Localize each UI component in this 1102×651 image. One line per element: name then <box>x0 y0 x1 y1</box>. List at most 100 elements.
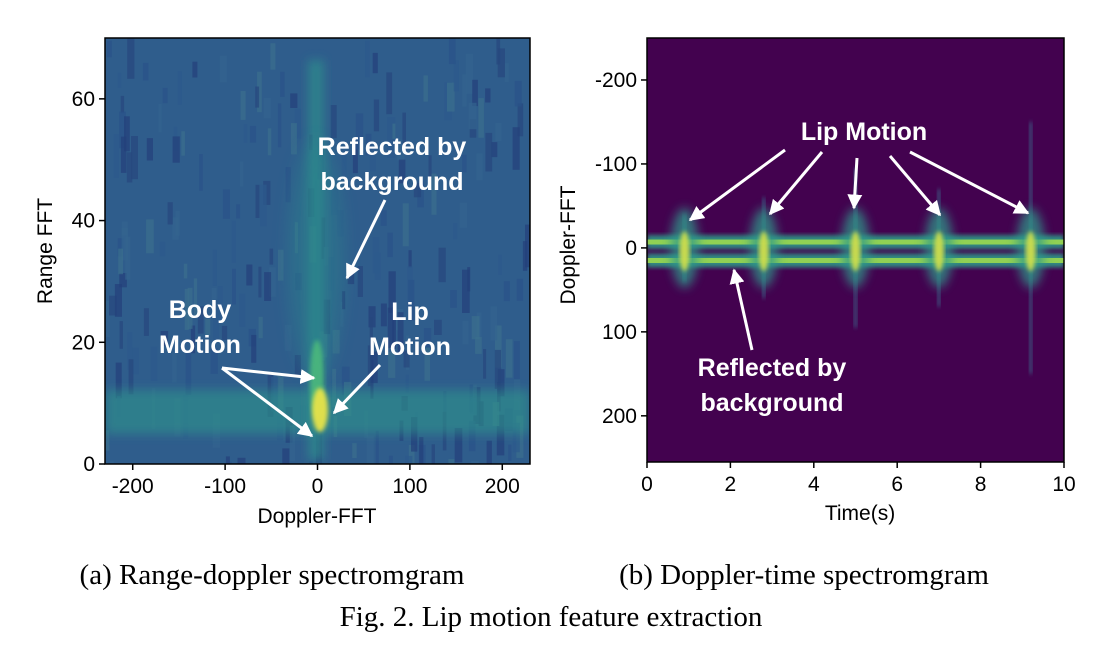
heatmap-a-noise-cell <box>357 266 363 297</box>
heatmap-a-noise-cell <box>126 152 133 183</box>
heatmap-a-noise-cell <box>177 71 182 105</box>
heatmap-a-noise-cell <box>119 321 123 349</box>
panel-a: -200 -100 0 100 200 0 20 40 60 Doppler-FFT Range… <box>34 37 531 528</box>
heatmap-a-noise-cell <box>167 202 173 225</box>
heatmap-a-noise-cell <box>525 224 530 268</box>
heatmap-a-noise-cell <box>419 437 424 464</box>
heatmap-a-noise-cell <box>386 72 393 115</box>
heatmap-a-noise-cell <box>365 133 372 156</box>
heatmap-a-noise-cell <box>158 104 162 133</box>
heatmap-a-noise-cell <box>258 316 263 339</box>
heatmap-a-noise-cell <box>118 248 123 275</box>
heatmap-a-noise-cell <box>290 123 297 155</box>
plot-a-arrow-reflected <box>345 199 387 280</box>
heatmap-a-noise-cell <box>294 355 301 377</box>
heatmap-a-noise-cell <box>512 127 520 170</box>
heatmap-a-peak <box>312 388 328 432</box>
plot-a-xlabel: Doppler-FFT <box>257 505 376 528</box>
heatmap-a-noise-cell <box>517 103 524 137</box>
plot-b-xtick-label: 8 <box>975 473 987 496</box>
heatmap-a-noise-cell <box>365 40 370 78</box>
heatmap-a-noise-cell <box>485 88 491 103</box>
heatmap-a-noise-cell <box>370 351 378 384</box>
plot-a-annotation-reflected-by-background: Reflected by background <box>318 133 467 196</box>
plot-a-annotation-body-motion: Body Motion <box>159 296 241 359</box>
heatmap-a-noise-cell <box>374 252 381 280</box>
heatmap-a-noise-cell <box>408 250 412 268</box>
heatmap-a-noise-cell <box>217 286 223 321</box>
figure-caption: Fig. 2. Lip motion feature extraction <box>340 601 763 633</box>
heatmap-a-noise-cell <box>486 440 492 464</box>
heatmap-a-noise-cell <box>125 236 131 280</box>
heatmap-a-noise-cell <box>372 52 378 74</box>
heatmap-a-noise-cell <box>497 369 505 397</box>
heatmap-a-noise-cell <box>388 351 396 378</box>
plot-b-ticks: 0 2 4 6 8 10 -200 -100 0 100 200 <box>595 69 1076 496</box>
heatmap-a-noise-cell <box>105 430 110 451</box>
heatmap-a-noise-cell <box>483 349 487 379</box>
heatmap-a-noise-cell <box>398 159 406 184</box>
plot-b-xtick-label: 2 <box>725 473 737 496</box>
heatmap-a-noise-cell <box>124 116 130 152</box>
heatmap-a-noise-cell <box>471 460 479 464</box>
heatmap-a-noise-cell <box>476 153 483 181</box>
plot-b-xtick-label: 10 <box>1052 473 1075 496</box>
heatmap-a-noise-cell <box>462 74 467 107</box>
heatmap-a-noise-cell <box>387 117 396 158</box>
heatmap-a-noise-cell <box>278 249 284 281</box>
heatmap-a-noise-cell <box>192 61 198 78</box>
plot-b-annotations: Lip Motion Reflected by background <box>688 118 1030 417</box>
heatmap-a-noise-cell <box>280 71 285 97</box>
heatmap-a-noise-cell <box>146 219 154 254</box>
heatmap-a-noise-cell <box>269 248 274 265</box>
heatmap-a-noise-cell <box>508 444 512 461</box>
heatmap-b <box>647 38 1064 462</box>
plot-b-ylabel: Doppler-FFT <box>557 185 580 304</box>
heatmap-a-noise-cell <box>113 134 119 178</box>
plot-a-arrow-body-2 <box>221 366 314 438</box>
heatmap-a-noise-cell <box>255 184 260 218</box>
heatmap-b-burst-peak <box>933 231 944 272</box>
plot-a-xtick-label: -100 <box>204 475 246 498</box>
heatmap-a-noise-cell <box>450 290 457 308</box>
heatmap-a-noise-cell <box>172 217 179 240</box>
heatmap-a-noise-cell <box>142 62 149 81</box>
heatmap-a-noise-cell <box>160 331 169 347</box>
plot-b-arrow-lip-3 <box>847 157 863 210</box>
heatmap-a-noise-cell <box>117 238 124 257</box>
heatmap-a-noise-cell <box>472 79 478 107</box>
plot-b-frame <box>646 37 1065 463</box>
heatmap-a-noise-cell <box>127 38 135 79</box>
heatmap-a-noise-cell <box>387 232 393 258</box>
heatmap-a-noise-cell <box>267 128 272 156</box>
panel-b: 0 2 4 6 8 10 -200 -100 0 100 200 Time(s) Doppler-F… <box>557 37 1076 525</box>
heatmap-a-noise-cell <box>341 151 347 177</box>
heatmap-a-column-glow <box>288 140 344 380</box>
plot-a-ytick-label: 60 <box>72 88 95 111</box>
heatmap-a-noise-cell <box>388 271 396 313</box>
heatmap-a-noise-cell <box>228 461 232 464</box>
heatmap-a-noise-cell <box>232 268 236 305</box>
heatmap-a-noise-cell <box>260 184 267 227</box>
heatmap-a-noise-cell <box>366 435 374 464</box>
heatmap-a-noise-cell <box>370 359 374 399</box>
heatmap-a-noise-cell <box>380 303 387 327</box>
subcaption-a: (a) Range-doppler spectromgram <box>80 559 465 591</box>
heatmap-a-noise-cell <box>504 63 509 83</box>
heatmap-a-noise-cell <box>270 43 276 70</box>
heatmap-a-noise-cell <box>290 93 298 108</box>
heatmap-a-noise-cell <box>387 307 395 349</box>
heatmap-a-noise-cell <box>447 82 455 112</box>
heatmap-a-noise-cell <box>434 319 442 335</box>
heatmap-a-noise-cell <box>392 123 396 139</box>
heatmap-a-noise-cell <box>120 95 125 114</box>
plot-a-xtick-label: 0 <box>312 475 324 498</box>
heatmap-a-noise-cell <box>402 112 406 146</box>
heatmap-a-noise-cell <box>120 136 127 173</box>
heatmap-a-noise-cell <box>131 136 138 180</box>
subcaption-b: (b) Doppler-time spectromgram <box>619 559 989 591</box>
heatmap-a-noise-cell <box>468 420 476 452</box>
heatmap-a-noise-cell <box>369 146 376 172</box>
heatmap-a-noise-cell <box>340 302 344 327</box>
